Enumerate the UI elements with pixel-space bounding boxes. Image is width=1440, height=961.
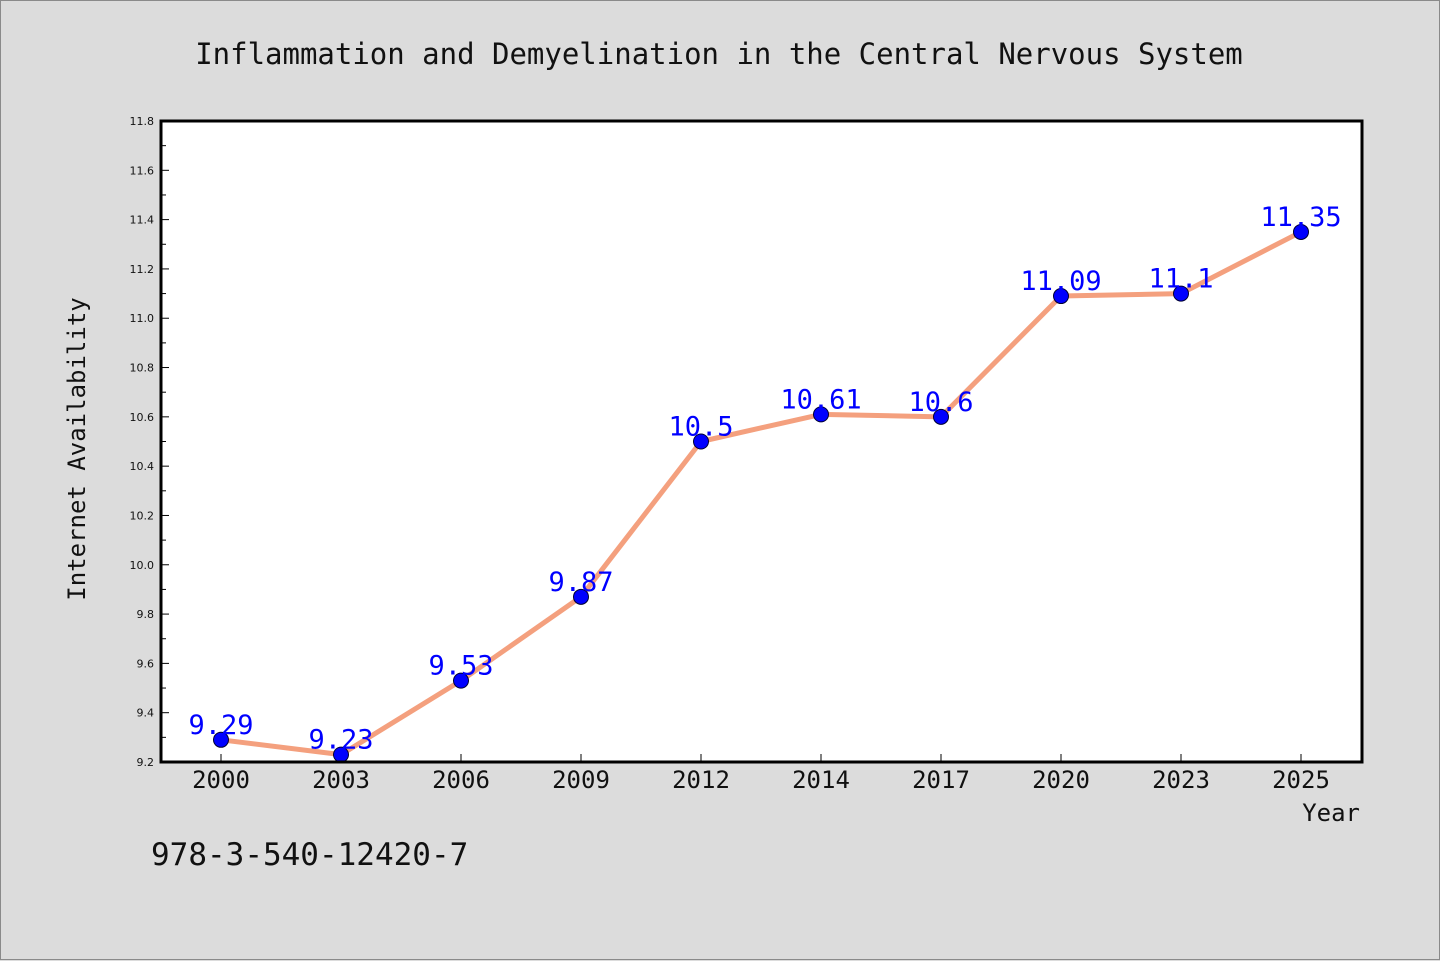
y-tick-label: 10.2 <box>130 509 155 522</box>
data-label: 11.1 <box>1148 264 1213 295</box>
y-axis-label: Internet Availability <box>63 297 91 600</box>
x-axis-label: Year <box>1302 799 1360 827</box>
data-point <box>1293 223 1309 240</box>
y-tick-label: 9.4 <box>137 707 155 720</box>
data-label: 9.53 <box>428 651 493 682</box>
data-point <box>813 406 829 423</box>
plot-frame <box>159 119 1364 764</box>
data-markers <box>213 223 1309 763</box>
data-point <box>1053 288 1069 305</box>
x-tick-label: 2023 <box>1152 766 1210 794</box>
y-tick-label: 11.4 <box>130 214 155 227</box>
data-label: 9.87 <box>548 567 613 598</box>
data-point <box>1173 285 1189 302</box>
x-tick-label: 2025 <box>1272 766 1330 794</box>
data-labels: 9.29 9.23 9.53 9.87 10.5 10.61 10.6 11.09 11.1 11… <box>188 202 1341 756</box>
x-tick-label: 2006 <box>432 766 490 794</box>
y-tick-label: 11.0 <box>130 312 155 325</box>
chart-title: Inflammation and Demyelination in the Ce… <box>195 37 1243 71</box>
data-point <box>453 672 469 689</box>
y-tick-label: 10.8 <box>130 362 155 375</box>
data-label: 9.29 <box>188 710 253 741</box>
data-point <box>933 408 949 425</box>
x-tick-label: 2012 <box>672 766 730 794</box>
data-point <box>693 433 709 450</box>
data-point <box>213 731 229 748</box>
x-tick-label: 2017 <box>912 766 970 794</box>
x-tick-label: 2000 <box>192 766 250 794</box>
y-tick-label: 9.8 <box>137 608 155 621</box>
y-tick-label: 11.8 <box>130 115 155 128</box>
series-line <box>218 229 1304 758</box>
data-label: 10.5 <box>668 412 733 443</box>
data-label: 11.09 <box>1020 266 1101 297</box>
x-axis-ticks: 2000 2003 2006 2009 2012 2014 2017 2020 2023 2025 <box>192 754 1330 794</box>
y-tick-label: 9.2 <box>137 756 155 769</box>
y-tick-label: 10.4 <box>130 460 155 473</box>
data-label: 9.23 <box>308 725 373 756</box>
data-label: 10.6 <box>908 387 973 418</box>
y-tick-label: 10.6 <box>130 411 155 424</box>
x-tick-label: 2009 <box>552 766 610 794</box>
x-tick-label: 2003 <box>312 766 370 794</box>
plot-area <box>161 121 1362 762</box>
y-axis-ticks: 9.2 9.4 9.6 9.8 10.0 10.2 10.4 10.6 10.8 11.0 11.2… <box>130 115 169 769</box>
y-tick-label: 11.2 <box>130 263 155 276</box>
y-tick-label: 10.0 <box>130 559 155 572</box>
x-tick-label: 2014 <box>792 766 850 794</box>
footnote-isbn: 978-3-540-12420-7 <box>151 837 468 873</box>
y-tick-label: 9.6 <box>137 657 155 670</box>
data-point <box>573 588 589 605</box>
data-label: 11.35 <box>1260 202 1341 233</box>
x-tick-label: 2020 <box>1032 766 1090 794</box>
data-label: 10.61 <box>780 384 861 415</box>
y-tick-label: 11.6 <box>130 164 155 177</box>
